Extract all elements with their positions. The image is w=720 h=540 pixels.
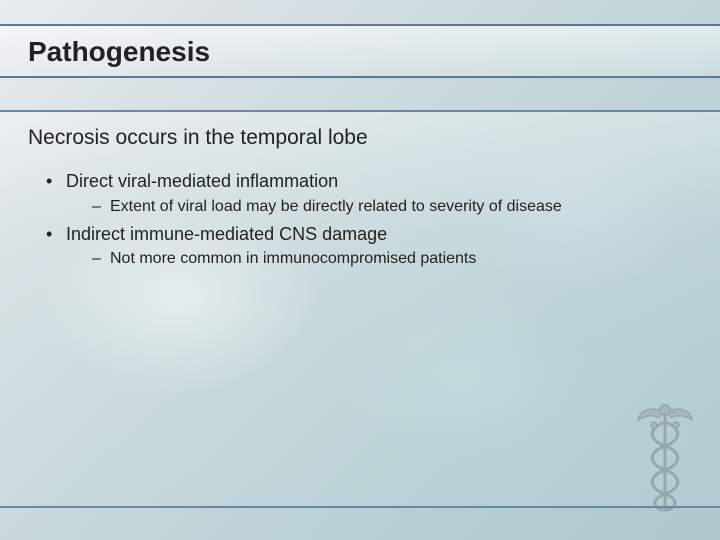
sub-bullet-item: Not more common in immunocompromised pat…: [92, 249, 692, 269]
title-band: Pathogenesis: [0, 24, 720, 78]
slide-subtitle: Necrosis occurs in the temporal lobe: [28, 126, 692, 150]
bullet-item: Indirect immune-mediated CNS damage Not …: [46, 223, 692, 270]
slide-title: Pathogenesis: [28, 36, 692, 68]
caduceus-icon: [630, 400, 700, 520]
sub-bullet-item: Extent of viral load may be directly rel…: [92, 197, 692, 217]
slide: Pathogenesis Necrosis occurs in the temp…: [0, 0, 720, 540]
content-band: Necrosis occurs in the temporal lobe Dir…: [0, 110, 720, 508]
sub-bullet-list: Extent of viral load may be directly rel…: [66, 197, 692, 217]
sub-bullet-list: Not more common in immunocompromised pat…: [66, 249, 692, 269]
sub-bullet-text: Not more common in immunocompromised pat…: [110, 250, 476, 267]
bullet-list: Direct viral-mediated inflammation Exten…: [28, 170, 692, 269]
bullet-item: Direct viral-mediated inflammation Exten…: [46, 170, 692, 217]
bullet-text: Direct viral-mediated inflammation: [66, 171, 338, 191]
sub-bullet-text: Extent of viral load may be directly rel…: [110, 198, 562, 215]
bullet-text: Indirect immune-mediated CNS damage: [66, 224, 387, 244]
